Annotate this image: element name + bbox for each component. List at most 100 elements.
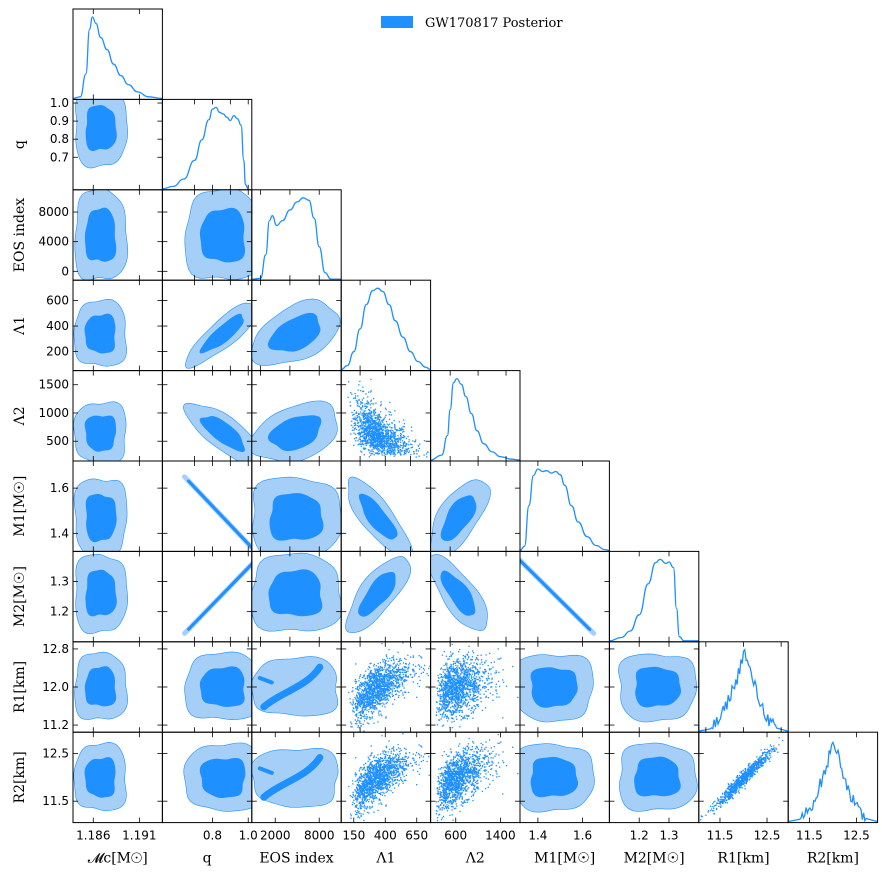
- y-tick-label-l1: 200: [46, 345, 69, 359]
- contour-68: [358, 572, 396, 617]
- x-axis-label-m2: M2[M☉]: [624, 851, 685, 867]
- panel-r1-l2: [430, 641, 521, 733]
- y-tick-label-l1: 400: [46, 319, 69, 333]
- histogram-line-q: [162, 106, 249, 190]
- y-tick-label-m2: 1.3: [50, 575, 69, 589]
- panel-r2-mc: [72, 731, 163, 824]
- contour-68: [199, 416, 245, 453]
- panel-ticks: [341, 551, 431, 642]
- y-axis-label-q: q: [12, 140, 28, 149]
- y-tick-label-r1: 12.8: [42, 642, 69, 656]
- panel-ticks: [73, 461, 163, 552]
- panel-content: [520, 743, 595, 813]
- panel-frame: [519, 460, 610, 552]
- panel-content: [348, 733, 430, 822]
- panel-ticks: [520, 641, 610, 733]
- x-axis-label-mc: 𝓜c[M☉]: [88, 851, 148, 867]
- eos-band-68: [260, 754, 324, 801]
- y-tick-label-q: 0.7: [50, 150, 69, 164]
- panel-r1-q: [161, 641, 253, 733]
- panel-ticks: [638, 551, 670, 642]
- histogram-line-m2: [609, 558, 699, 642]
- scatter-points: [348, 733, 430, 822]
- panel-content: [184, 651, 252, 721]
- panel-content: [788, 740, 878, 823]
- y-axis-label-eos: EOS index: [12, 198, 28, 272]
- panel-content: [73, 299, 128, 367]
- panel-r1-m2: [608, 641, 700, 733]
- panel-content: [182, 560, 252, 636]
- panel-eos-q: [161, 189, 253, 281]
- contour-68: [530, 667, 578, 708]
- x-tick-label-r2: 12.5: [843, 829, 870, 843]
- panel-content: [347, 476, 413, 552]
- panel-frame: [161, 460, 253, 552]
- contour-68: [440, 570, 476, 616]
- panel-content: [183, 742, 252, 812]
- x-tick-label-l2: 600: [444, 829, 467, 843]
- panel-l2-l2: [430, 370, 521, 462]
- panel-m1-l1: [340, 460, 432, 552]
- x-tick-label-r2: 11.5: [796, 829, 823, 843]
- panel-ticks: [430, 641, 520, 733]
- panel-r2-eos: [251, 731, 342, 824]
- panel-ticks: [341, 732, 431, 823]
- y-axis-label-l1: Λ1: [12, 316, 28, 336]
- contour-68: [358, 493, 398, 540]
- panel-r2-l1: [340, 731, 432, 824]
- x-tick-label-mc: 1.191: [122, 829, 156, 843]
- contour-68: [269, 493, 324, 541]
- panel-m2-l2: [430, 550, 521, 643]
- x-tick-label-l1: 150: [342, 829, 365, 843]
- x-axis-label-r1: R1[km]: [717, 851, 769, 867]
- panel-ticks: [251, 370, 342, 461]
- x-tick-label-m2: 1.2: [630, 829, 649, 843]
- panel-ticks: [162, 641, 252, 733]
- panel-ticks: [705, 641, 782, 733]
- y-tick-label-l2: 1000: [38, 406, 69, 420]
- scatter-points: [700, 737, 784, 821]
- x-tick-label-m1: 1.6: [573, 829, 592, 843]
- panel-frame: [787, 731, 879, 824]
- panel-r2-l2: [430, 731, 521, 824]
- panel-content: [251, 747, 339, 808]
- panel-q-mc: [72, 98, 163, 191]
- panel-m2-q: [161, 550, 253, 643]
- panel-frame: [340, 279, 432, 372]
- x-tick-label-eos: 8000: [304, 829, 335, 843]
- y-tick-label-m1: 1.6: [50, 481, 69, 495]
- panel-r1-m1: [519, 641, 610, 733]
- contour-68: [267, 312, 321, 352]
- eos-band-68b: [257, 766, 274, 775]
- contour-68: [199, 313, 244, 354]
- y-axis-label-r1: R1[km]: [12, 661, 28, 713]
- panel-m1-m1: [519, 460, 610, 552]
- contour-68: [267, 415, 322, 452]
- panel-ticks: [537, 461, 583, 552]
- y-tick-label-r2: 12.5: [42, 747, 69, 761]
- panel-content: [251, 400, 338, 462]
- x-tick-label-mc: 1.186: [76, 829, 110, 843]
- panel-content: [251, 656, 339, 717]
- panel-m2-m1: [519, 550, 610, 643]
- panel-content: [73, 478, 128, 552]
- contour-68: [85, 105, 117, 152]
- panel-ticks: [73, 641, 163, 733]
- panel-q-q: [161, 98, 253, 191]
- legend-label: GW170817 Posterior: [425, 16, 563, 31]
- panel-ticks: [808, 732, 857, 823]
- panel-eos-mc: [72, 189, 163, 281]
- panel-ticks: [430, 551, 520, 642]
- panel-ticks: [449, 370, 507, 461]
- panel-content: [430, 554, 488, 631]
- degenerate-band-68: [187, 561, 252, 631]
- panel-content: [619, 742, 698, 812]
- x-axis-label-l2: Λ2: [465, 851, 485, 867]
- x-tick-label-r1: 12.5: [754, 829, 781, 843]
- panel-ticks: [162, 280, 252, 371]
- y-tick-label-r1: 12.0: [42, 680, 69, 694]
- panel-content: [348, 642, 431, 732]
- histogram-line-l1: [341, 287, 431, 371]
- contour-68: [530, 756, 578, 798]
